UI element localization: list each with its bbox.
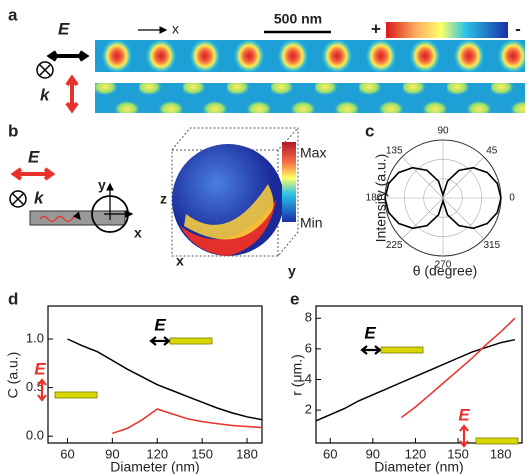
panel-label: c <box>365 121 374 140</box>
field-map <box>95 83 525 113</box>
x-label: x <box>134 225 142 241</box>
y-label: y <box>288 263 296 279</box>
x-label: x <box>172 21 179 37</box>
polar-grid-spoke <box>402 157 443 198</box>
legend-label: E <box>364 323 376 342</box>
x-tick-label: 180 <box>490 446 512 461</box>
nanowire <box>30 211 125 225</box>
polar-grid-spoke <box>443 157 484 198</box>
x-label: x <box>176 253 184 269</box>
y-tick-label: 6 <box>305 340 312 355</box>
angle-tick-label: 0 <box>509 193 515 204</box>
y-tick-label: 4 <box>305 371 312 386</box>
y-axis-label: Intensity (a.u.) <box>373 154 389 243</box>
polar-grid-spoke <box>443 198 484 239</box>
data-line <box>112 409 262 433</box>
legend-label: E <box>154 315 166 334</box>
k-label: k <box>34 188 45 207</box>
panel-label: d <box>8 289 18 308</box>
y-label: y <box>98 177 106 193</box>
legend-arrow <box>460 426 468 446</box>
colorbar-min: Min <box>300 215 323 231</box>
legend-wire <box>476 438 518 444</box>
into-page-cross <box>12 193 24 205</box>
colorbar-minus: - <box>515 19 521 38</box>
e-label: E <box>58 19 70 38</box>
e-label: E <box>28 147 40 166</box>
polarization-arrow <box>14 169 52 179</box>
legend-label: E <box>458 405 470 424</box>
y-axis-label: C (a.u.) <box>5 352 21 399</box>
x-axis-label: Diameter (nm) <box>110 459 199 474</box>
figure: a E k x 500 nm + - b E k y x z x y Max M… <box>0 0 529 474</box>
angle-tick-label: 90 <box>437 126 449 137</box>
x-tick-label: 180 <box>236 446 258 461</box>
angle-tick-label: 315 <box>483 240 500 251</box>
k-label: k <box>40 85 51 104</box>
legend-label: E <box>34 359 46 378</box>
panel-label: e <box>290 289 299 308</box>
colorbar-plus: + <box>371 19 381 38</box>
data-line <box>68 339 263 420</box>
y-tick-label: 8 <box>305 310 312 325</box>
polarization-arrow <box>67 78 77 110</box>
data-line <box>401 318 515 418</box>
polar-grid-spoke <box>402 198 443 239</box>
x-axis-label: Diameter (nm) <box>374 459 463 474</box>
legend-arrow <box>151 337 169 345</box>
legend-wire <box>55 392 97 398</box>
legend-arrow <box>362 346 380 354</box>
x-tick-label: 60 <box>323 446 337 461</box>
x-tick-label: 60 <box>60 446 74 461</box>
y-tick-label: 1.0 <box>26 330 44 345</box>
colorbar <box>282 142 296 222</box>
angle-tick-label: 45 <box>486 145 498 156</box>
colorbar-max: Max <box>300 145 326 161</box>
x-axis-label: θ (degree) <box>413 263 478 279</box>
polarization-arrow <box>50 52 86 60</box>
y-axis-label: r (μm.) <box>289 354 305 396</box>
scale-bar-label: 500 nm <box>274 11 322 27</box>
y-tick-label: 0.0 <box>26 428 44 443</box>
legend-wire <box>381 347 423 353</box>
legend-wire <box>170 338 212 344</box>
into-page-cross <box>39 64 51 76</box>
field-map <box>95 40 525 72</box>
panel-label: b <box>8 121 18 140</box>
y-tick-label: 2 <box>305 402 312 417</box>
panel-label: a <box>8 5 18 24</box>
colorbar <box>386 22 508 38</box>
z-label: z <box>160 191 167 207</box>
